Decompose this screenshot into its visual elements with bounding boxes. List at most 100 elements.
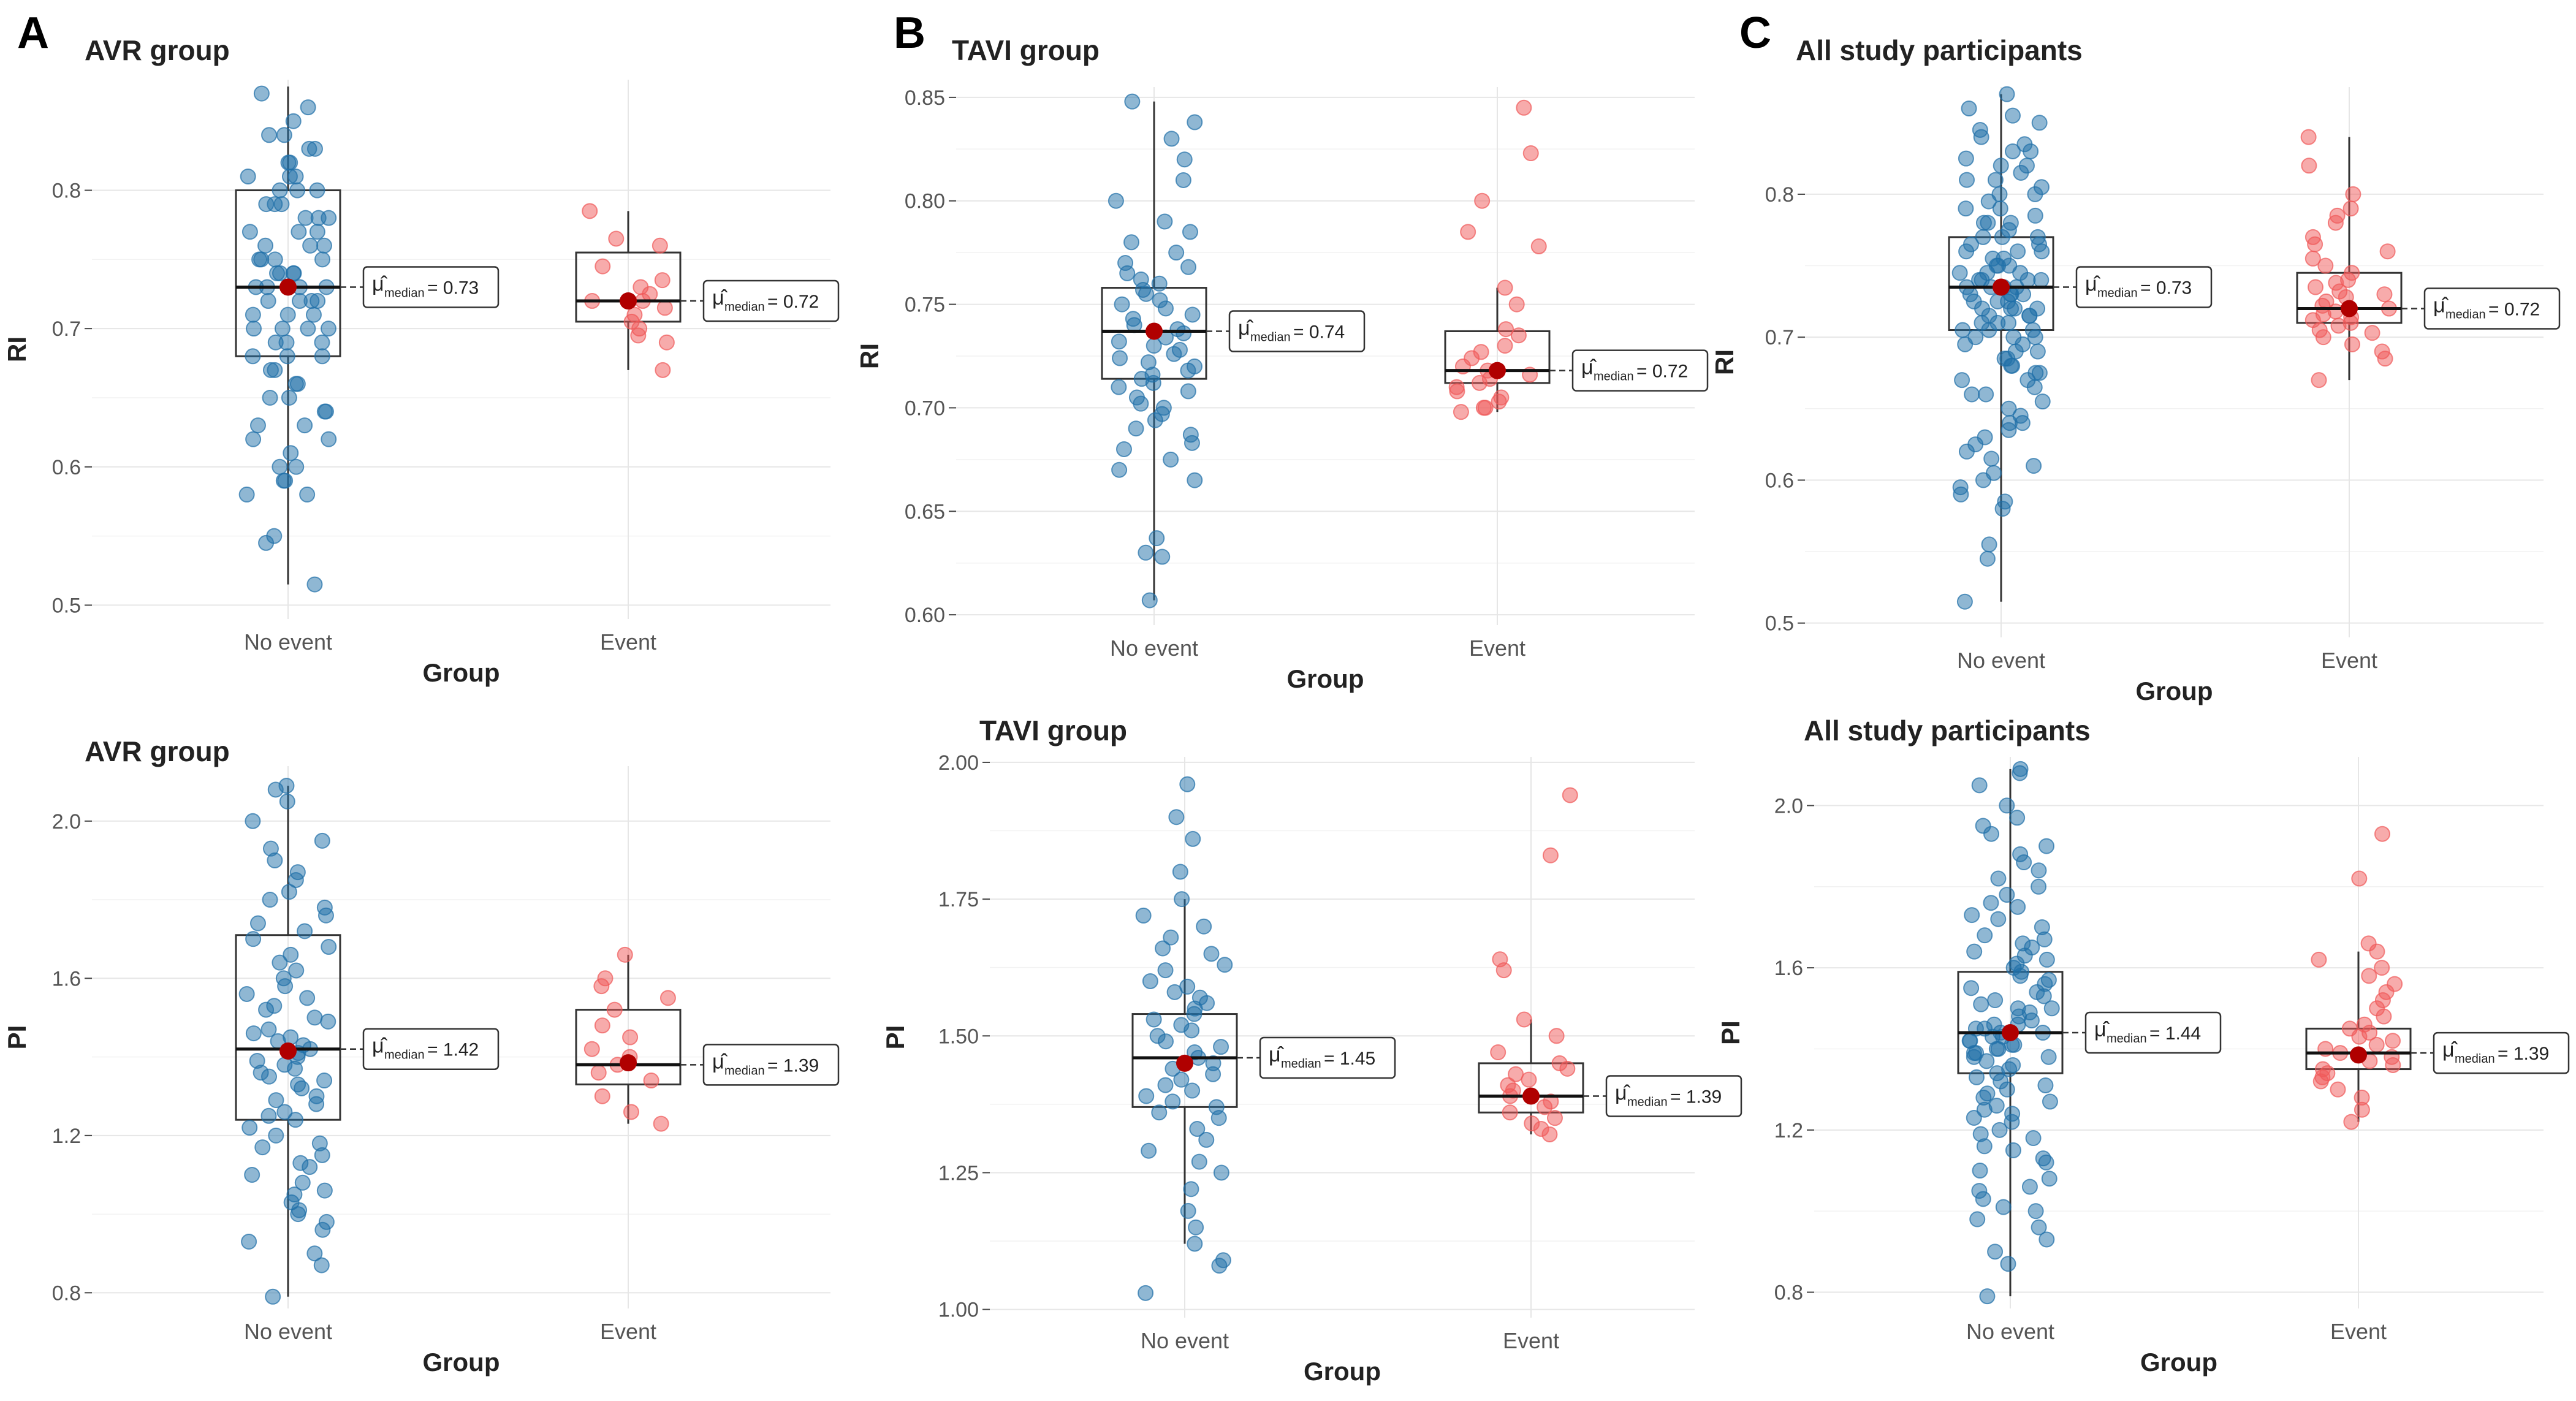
no-event-point: [300, 99, 316, 116]
no-event-point: [1180, 259, 1197, 275]
event-point: [2376, 1008, 2392, 1025]
no-event-point: [1188, 1219, 1204, 1236]
no-event-point: [2023, 143, 2039, 159]
no-event-point: [260, 1107, 277, 1124]
y-tick-label: 1.75: [938, 888, 979, 911]
y-tick-label: 0.8: [52, 180, 81, 203]
no-event-point: [282, 154, 298, 171]
no-event-point: [2000, 1256, 2016, 1272]
median-label-subscript: median: [1250, 330, 1291, 344]
no-event-point: [1993, 158, 2009, 174]
no-event-point: [1203, 946, 1220, 962]
no-event-point: [261, 127, 278, 143]
no-event-point: [261, 1068, 278, 1085]
no-event-point: [1198, 1131, 1215, 1148]
y-tick-label: 1.6: [1774, 957, 1803, 980]
no-event-point: [260, 1021, 277, 1038]
no-event-point: [258, 196, 275, 213]
no-event-point: [241, 224, 258, 240]
median-label-value: = 0.73: [2140, 278, 2192, 298]
no-event-point: [245, 306, 261, 323]
x-axis-title: Group: [1304, 1357, 1381, 1386]
y-axis-title: PI: [881, 1025, 910, 1050]
median-marker: [1146, 322, 1163, 340]
no-event-point: [1979, 1288, 1996, 1305]
no-event-point: [1964, 386, 1980, 403]
no-event-point: [285, 113, 302, 129]
chart-title: All study participants: [1804, 715, 2091, 746]
no-event-point: [279, 348, 295, 365]
median-label-value: = 0.73: [427, 278, 479, 298]
no-event-point: [1135, 907, 1152, 924]
no-event-point: [1158, 1033, 1174, 1050]
no-event-point: [1141, 592, 1158, 609]
y-tick-label: 0.8: [1765, 183, 1794, 207]
no-event-point: [1147, 412, 1163, 428]
chart-title: All study participants: [1796, 34, 2083, 66]
y-tick-label: 0.5: [1765, 612, 1794, 636]
event-point: [622, 1029, 639, 1046]
no-event-point: [257, 237, 274, 254]
no-event-point: [1151, 1104, 1168, 1121]
no-event-point: [1987, 992, 2004, 1009]
no-event-point: [1977, 927, 1993, 944]
x-tick-label: Event: [600, 629, 656, 655]
no-event-point: [301, 140, 317, 157]
median-marker: [620, 292, 637, 310]
event-point: [1516, 99, 1532, 116]
no-event-point: [245, 813, 261, 829]
no-event-point: [1111, 461, 1128, 478]
no-event-point: [241, 1120, 258, 1136]
event-point: [1537, 1099, 1553, 1115]
no-event-point: [276, 127, 292, 143]
no-event-point: [1176, 325, 1192, 341]
no-event-point: [2016, 854, 2032, 871]
no-event-point: [1988, 1041, 2005, 1057]
event-point: [1498, 321, 1514, 338]
no-event-point: [316, 1182, 333, 1199]
y-tick-label: 1.50: [938, 1025, 979, 1048]
no-event-point: [287, 1112, 304, 1128]
no-event-point: [1163, 131, 1180, 147]
no-event-point: [314, 348, 330, 365]
no-event-point: [1184, 435, 1200, 451]
no-event-point: [245, 931, 262, 947]
median-label-value: = 0.74: [1293, 322, 1345, 342]
y-tick-label: 2.00: [938, 751, 979, 775]
median-label-value: = 1.39: [767, 1055, 819, 1076]
event-point: [2312, 1073, 2329, 1090]
no-event-point: [288, 962, 305, 979]
no-event-point: [267, 781, 284, 798]
event-point: [2385, 1033, 2401, 1049]
median-label-subscript: median: [2107, 1032, 2147, 1046]
x-tick-label: No event: [244, 629, 332, 655]
event-point: [2379, 243, 2396, 260]
no-event-point: [1180, 1202, 1196, 1219]
no-event-point: [297, 923, 313, 940]
no-event-point: [245, 1025, 262, 1042]
no-event-point: [1166, 346, 1182, 362]
median-label-subscript: median: [1281, 1057, 1321, 1071]
no-event-point: [1155, 940, 1171, 957]
no-event-point: [2037, 1077, 2054, 1094]
chart-title: TAVI group: [952, 34, 1100, 66]
no-event-point: [1151, 275, 1168, 292]
chart-panels: 0.5 0.6 0.7 0.8 No event Event AVR group Group R…: [2, 34, 2570, 1386]
y-axis-title: RI: [2, 336, 31, 362]
no-event-point: [2003, 357, 2019, 374]
no-event-point: [1994, 229, 2010, 245]
no-event-point: [1183, 1181, 1199, 1198]
no-event-point: [1975, 472, 1991, 488]
median-label-subscript: median: [724, 300, 765, 314]
median-label-value: = 1.44: [2149, 1023, 2201, 1044]
no-event-point: [1163, 451, 1179, 468]
no-event-point: [291, 224, 307, 240]
y-tick-label: 1.6: [52, 967, 81, 990]
no-event-point: [1184, 306, 1201, 323]
no-event-point: [1979, 550, 1996, 567]
no-event-point: [1980, 193, 1997, 210]
event-point: [2304, 250, 2321, 267]
no-event-point: [267, 334, 284, 351]
no-event-point: [1955, 322, 1971, 338]
no-event-point: [1958, 200, 1974, 217]
